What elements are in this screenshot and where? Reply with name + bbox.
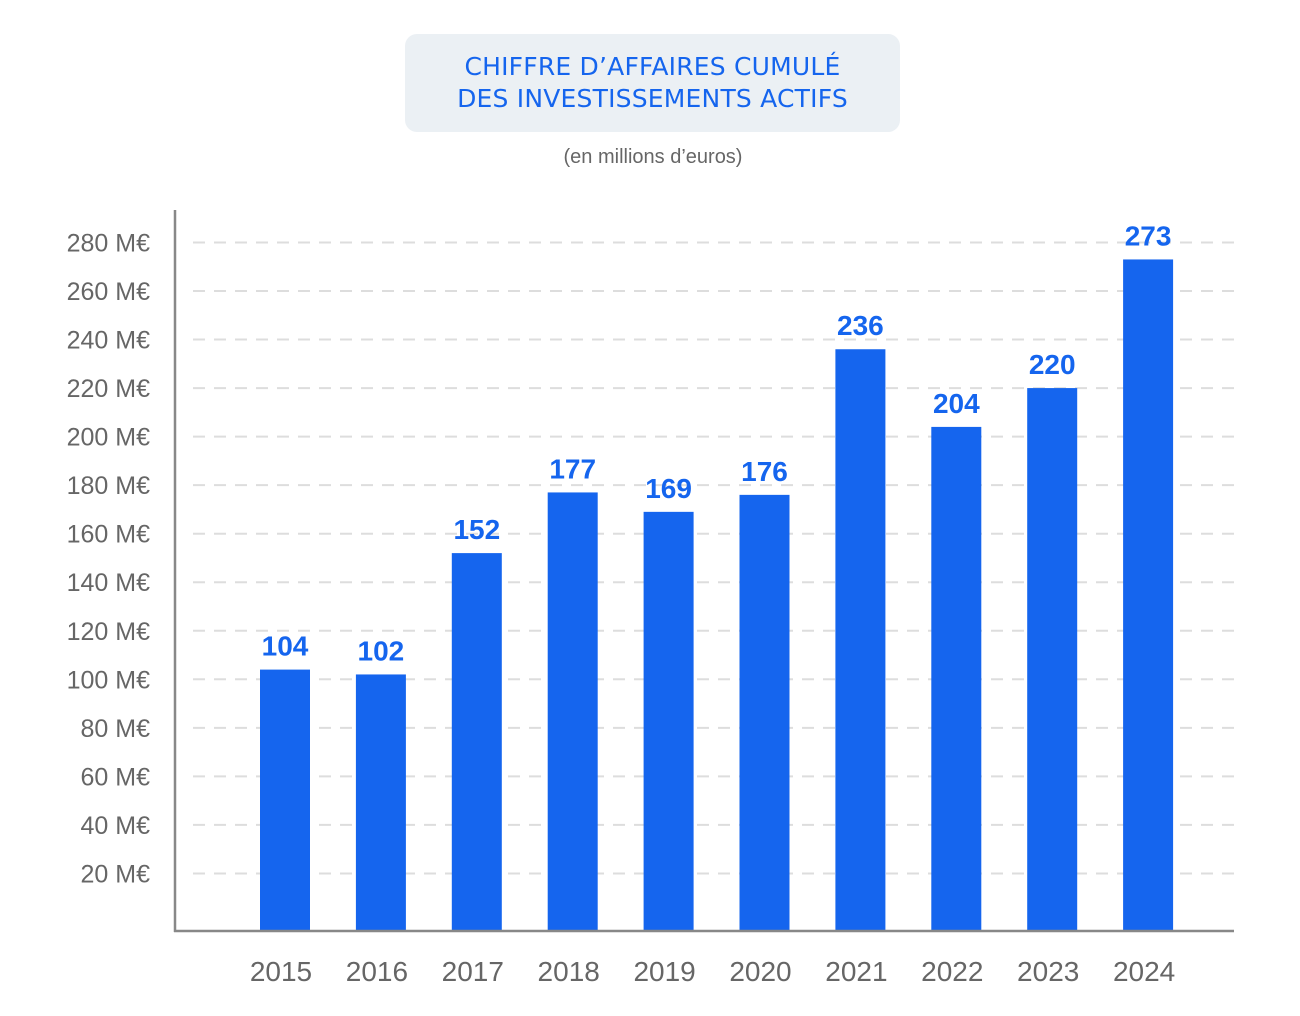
x-tick-label: 2023 [1017,956,1079,987]
data-label: 104 [262,631,309,662]
y-tick-label: 20 M€ [81,860,151,888]
gridlines [193,241,1237,875]
x-tick-label: 2018 [538,956,600,987]
x-tick-label: 2019 [633,956,695,987]
bar-2017 [451,553,502,931]
data-label: 236 [837,310,884,341]
data-labels: 104 102 152 177 169 176 236 204 220 273 [262,220,1172,666]
x-tick-label: 2015 [250,956,312,987]
bar-2018 [547,492,598,931]
chart-subtitle: (en millions d’euros) [563,146,743,168]
data-label: 177 [549,453,596,484]
y-tick-label: 80 M€ [81,715,151,743]
y-tick-label: 100 M€ [67,666,150,694]
bar-2019 [643,511,694,931]
chart-title-line-2: DES INVESTISSEMENTS ACTIFS [457,84,848,113]
x-tick-label: 2021 [825,956,887,987]
y-tick-label: 180 M€ [67,472,150,500]
x-tick-label: 2024 [1113,956,1175,987]
x-tick-label: 2022 [921,956,983,987]
bar-2023 [1027,388,1078,932]
x-tick-labels: 2015 2016 2017 2018 2019 2020 2021 2022 2023 2024 [250,956,1175,987]
data-label: 204 [933,388,980,419]
y-tick-label: 200 M€ [67,424,150,452]
data-label: 169 [645,473,692,504]
bar-2024 [1123,259,1174,931]
bar-2016 [355,674,406,931]
y-tick-label: 240 M€ [67,327,150,355]
y-tick-label: 140 M€ [67,569,150,597]
y-tick-label: 120 M€ [67,618,150,646]
data-label: 152 [453,514,500,545]
bars [260,259,1174,932]
bar-2015 [260,669,310,931]
data-label: 273 [1125,220,1172,251]
x-tick-label: 2016 [346,956,408,987]
bar-2021 [835,349,886,931]
x-tick-label: 2020 [729,956,791,987]
data-label: 176 [741,456,788,487]
y-tick-label: 260 M€ [67,278,150,306]
chart-title-line-1: CHIFFRE D’AFFAIRES CUMULÉ [464,52,841,81]
x-tick-label: 2017 [442,956,504,987]
axes [173,210,1234,933]
bar-2020 [739,494,790,931]
bar-2022 [931,426,982,931]
data-label: 102 [358,635,405,666]
y-tick-labels: 20 M€ 40 M€ 60 M€ 80 M€ 100 M€ 120 M€ 140 M€ 16… [67,229,150,888]
y-tick-label: 40 M€ [81,812,151,840]
y-tick-label: 220 M€ [67,375,150,403]
y-tick-label: 60 M€ [81,763,151,791]
chart-title-box: CHIFFRE D’AFFAIRES CUMULÉ DES INVESTISSE… [405,34,900,132]
y-tick-label: 160 M€ [67,521,150,549]
y-tick-label: 280 M€ [67,229,150,257]
data-label: 220 [1029,349,1076,380]
